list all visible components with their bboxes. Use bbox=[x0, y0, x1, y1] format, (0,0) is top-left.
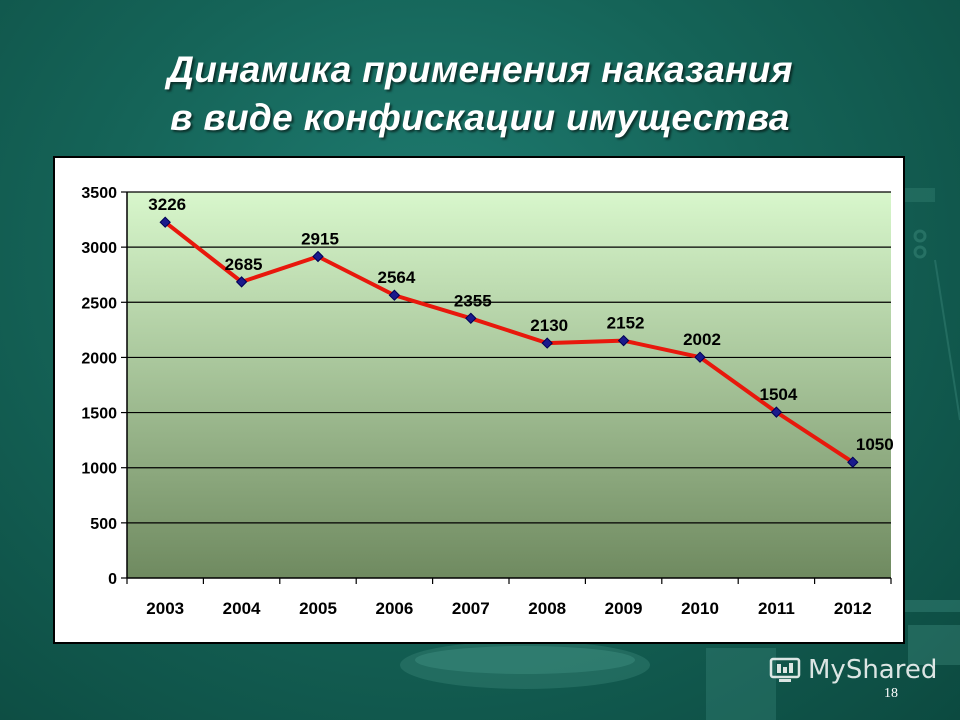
data-label: 2685 bbox=[225, 255, 263, 274]
x-tick-label: 2009 bbox=[605, 599, 643, 618]
y-tick-label: 500 bbox=[90, 516, 117, 533]
decor-ring bbox=[913, 245, 927, 259]
data-label: 3226 bbox=[148, 195, 186, 214]
data-label: 2152 bbox=[607, 314, 645, 333]
decor-pillar bbox=[706, 648, 776, 720]
y-tick-label: 1500 bbox=[81, 406, 117, 423]
data-point bbox=[235, 276, 248, 288]
slide-title-line2: в виде конфискации имущества bbox=[170, 97, 790, 138]
slide-title-line1: Динамика применения наказания bbox=[167, 49, 793, 90]
data-point bbox=[770, 406, 783, 418]
decor-base bbox=[905, 600, 960, 612]
watermark-text: MyShared bbox=[808, 655, 938, 685]
x-tick-label: 2005 bbox=[299, 599, 337, 618]
data-label: 2915 bbox=[301, 230, 339, 249]
data-point bbox=[312, 250, 324, 263]
y-tick-label: 0 bbox=[108, 571, 117, 588]
x-tick-label: 2006 bbox=[375, 599, 413, 618]
chart-frame: 0 500 1000 1500 2000 2500 3000 3500 2003 2004 2005… bbox=[53, 156, 905, 644]
y-tick-label: 3500 bbox=[81, 185, 117, 202]
x-tick-label: 2004 bbox=[223, 599, 261, 618]
data-label: 2002 bbox=[683, 330, 721, 349]
decor-dish bbox=[400, 641, 650, 689]
data-point bbox=[694, 351, 706, 363]
x-tick-label: 2003 bbox=[146, 599, 184, 618]
x-tick-label: 2008 bbox=[528, 599, 566, 618]
page-number: 18 bbox=[884, 686, 898, 701]
data-point bbox=[541, 337, 553, 349]
data-point bbox=[159, 216, 171, 228]
y-tick-label: 2000 bbox=[81, 350, 117, 367]
mysahred-logo-icon bbox=[769, 657, 801, 682]
y-tick-label: 2500 bbox=[81, 295, 117, 312]
data-point bbox=[617, 334, 630, 347]
data-point bbox=[388, 289, 401, 301]
data-label: 2355 bbox=[454, 291, 492, 310]
y-tick-label: 1000 bbox=[81, 461, 117, 478]
slide-title: Динамика применения наказания в виде кон… bbox=[0, 46, 960, 142]
watermark: MyShared bbox=[768, 655, 937, 685]
decor-string bbox=[934, 259, 960, 421]
x-tick-label: 2007 bbox=[452, 599, 490, 618]
data-point bbox=[465, 312, 477, 324]
x-tick-label: 2010 bbox=[681, 599, 719, 618]
decor-dish-inner bbox=[415, 646, 635, 674]
x-tick-label: 2012 bbox=[834, 599, 872, 618]
data-label: 2564 bbox=[377, 268, 415, 287]
data-label: 1050 bbox=[856, 435, 894, 454]
series-line bbox=[163, 220, 854, 464]
y-tick-label: 3000 bbox=[81, 240, 117, 257]
decor-ring bbox=[913, 229, 927, 243]
data-point bbox=[847, 456, 859, 468]
data-label: 1504 bbox=[759, 385, 797, 404]
line-chart: 0 500 1000 1500 2000 2500 3000 3500 2003 2004 2005… bbox=[81, 185, 894, 618]
data-label: 2130 bbox=[530, 316, 568, 335]
plot-area bbox=[127, 192, 891, 578]
decor-beam bbox=[905, 188, 935, 202]
x-tick-label: 2011 bbox=[758, 599, 795, 618]
